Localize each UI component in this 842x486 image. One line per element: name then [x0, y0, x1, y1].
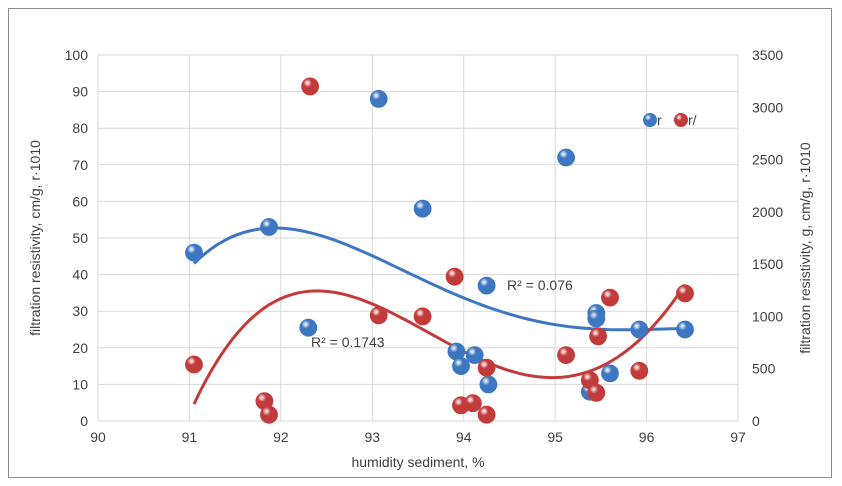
- y-left-tick-label: 30: [72, 303, 88, 319]
- x-tick-label: 93: [364, 429, 380, 445]
- data-point-r-prime: [413, 307, 432, 326]
- y-left-tick-label: 60: [72, 193, 88, 209]
- data-point-r-prime: [185, 355, 203, 374]
- y-left-tick-label: 80: [72, 120, 88, 136]
- data-point-r-prime: [557, 346, 575, 365]
- x-tick-label: 90: [90, 429, 106, 445]
- data-point-r: [299, 318, 318, 337]
- data-point-r-prime: [676, 284, 694, 303]
- data-point-r-prime: [463, 394, 482, 413]
- y-left-tick-label: 50: [72, 230, 88, 246]
- data-point-r-prime: [301, 77, 320, 96]
- y-right-tick-label: 500: [752, 361, 776, 377]
- legend-label-r-prime: r/: [688, 112, 697, 128]
- legend-marker-r: [643, 113, 657, 127]
- y-left-tick-label: 20: [72, 340, 88, 356]
- legend-label-r: r: [657, 112, 662, 128]
- data-point-r: [479, 375, 498, 394]
- x-tick-label: 92: [273, 429, 289, 445]
- trendline-r: [192, 226, 686, 332]
- legend-marker-r-prime: [674, 113, 688, 127]
- data-point-r: [185, 243, 203, 262]
- y-right-tick-label: 0: [752, 413, 760, 429]
- data-point-r-prime: [477, 405, 496, 424]
- y-right-axis-title: filtration resistivity, g, cm/g, r·1010: [797, 142, 813, 354]
- y-right-axis-ticks: 0 500 1000 1500 2000 2500 3000 3500: [752, 47, 783, 429]
- chart-frame: [8, 8, 832, 478]
- y-left-tick-label: 0: [80, 413, 88, 429]
- x-axis-ticks: 90 91 92 93 94 95 96 97: [90, 429, 746, 445]
- data-point-r-prime: [260, 405, 278, 424]
- data-point-r-prime: [477, 358, 496, 377]
- x-tick-label: 94: [456, 429, 472, 445]
- data-point-r-prime: [587, 383, 606, 402]
- data-point-r: [676, 320, 694, 339]
- y-left-tick-label: 90: [72, 84, 88, 100]
- data-point-r-prime: [630, 361, 649, 380]
- y-right-tick-label: 2000: [752, 204, 783, 220]
- r2-label-r-prime: R² = 0.1743: [311, 334, 385, 350]
- r2-label-r: R² = 0.076: [507, 277, 573, 293]
- data-point-r: [601, 364, 619, 383]
- data-point-r: [465, 346, 484, 365]
- y-right-tick-label: 1500: [752, 256, 783, 272]
- x-tick-label: 96: [639, 429, 655, 445]
- data-point-r: [630, 320, 649, 339]
- data-point-r-prime: [369, 306, 388, 325]
- y-left-axis-title: filtration resistivity, cm/g, r·1010: [27, 140, 43, 336]
- y-right-tick-label: 3500: [752, 47, 783, 63]
- y-left-tick-label: 100: [65, 47, 89, 63]
- y-left-tick-label: 40: [72, 267, 88, 283]
- data-point-r: [369, 90, 388, 108]
- x-tick-label: 97: [730, 429, 746, 445]
- x-tick-label: 95: [547, 429, 563, 445]
- y-right-tick-label: 1000: [752, 308, 783, 324]
- data-point-r: [413, 199, 432, 218]
- data-point-r-prime: [445, 267, 464, 286]
- y-right-tick-label: 3000: [752, 99, 783, 115]
- y-left-tick-label: 70: [72, 157, 88, 173]
- data-points: [185, 77, 694, 424]
- data-point-r: [452, 357, 470, 376]
- y-right-tick-label: 2500: [752, 152, 783, 168]
- y-left-axis-ticks: 0 10 20 30 40 50 60 70 80 90 100: [65, 47, 89, 429]
- data-point-r-prime: [589, 327, 607, 346]
- data-point-r-prime: [601, 288, 619, 307]
- x-axis-title: humidity sediment, %: [351, 454, 484, 470]
- y-left-tick-label: 10: [72, 376, 88, 392]
- data-point-r: [587, 309, 606, 328]
- x-tick-label: 91: [182, 429, 198, 445]
- data-point-r: [557, 148, 575, 167]
- data-point-r: [260, 218, 278, 236]
- trendline-r-prime: [192, 283, 687, 405]
- legend: r r/: [643, 112, 697, 128]
- data-point-r: [477, 276, 496, 295]
